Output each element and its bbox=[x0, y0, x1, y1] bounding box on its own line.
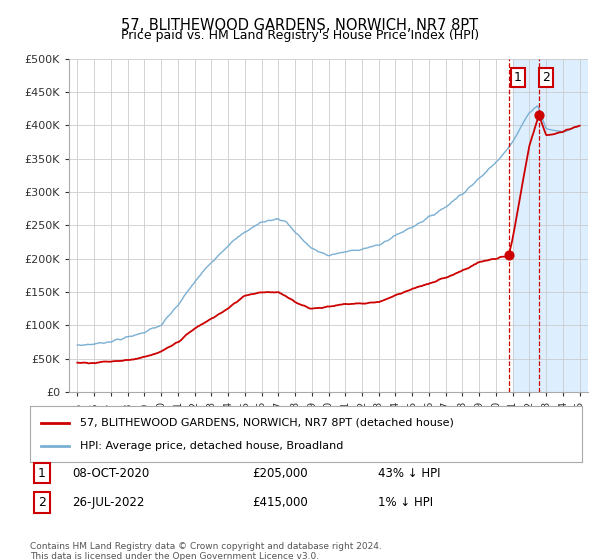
Text: 57, BLITHEWOOD GARDENS, NORWICH, NR7 8PT (detached house): 57, BLITHEWOOD GARDENS, NORWICH, NR7 8PT… bbox=[80, 418, 454, 428]
Text: 26-JUL-2022: 26-JUL-2022 bbox=[72, 496, 145, 509]
Text: 2: 2 bbox=[38, 496, 46, 509]
Text: £415,000: £415,000 bbox=[252, 496, 308, 509]
Text: £205,000: £205,000 bbox=[252, 466, 308, 480]
Text: Contains HM Land Registry data © Crown copyright and database right 2024.
This d: Contains HM Land Registry data © Crown c… bbox=[30, 542, 382, 560]
Text: 2: 2 bbox=[542, 71, 550, 84]
Point bbox=[504, 251, 514, 260]
Text: 43% ↓ HPI: 43% ↓ HPI bbox=[378, 466, 440, 480]
Text: 1% ↓ HPI: 1% ↓ HPI bbox=[378, 496, 433, 509]
Text: HPI: Average price, detached house, Broadland: HPI: Average price, detached house, Broa… bbox=[80, 441, 343, 451]
Text: 1: 1 bbox=[38, 466, 46, 480]
Bar bbox=[512, 59, 588, 392]
Text: Price paid vs. HM Land Registry's House Price Index (HPI): Price paid vs. HM Land Registry's House … bbox=[121, 29, 479, 42]
Text: 57, BLITHEWOOD GARDENS, NORWICH, NR7 8PT: 57, BLITHEWOOD GARDENS, NORWICH, NR7 8PT bbox=[121, 18, 479, 34]
Text: 08-OCT-2020: 08-OCT-2020 bbox=[72, 466, 149, 480]
Text: 1: 1 bbox=[514, 71, 521, 84]
Point bbox=[534, 111, 544, 120]
